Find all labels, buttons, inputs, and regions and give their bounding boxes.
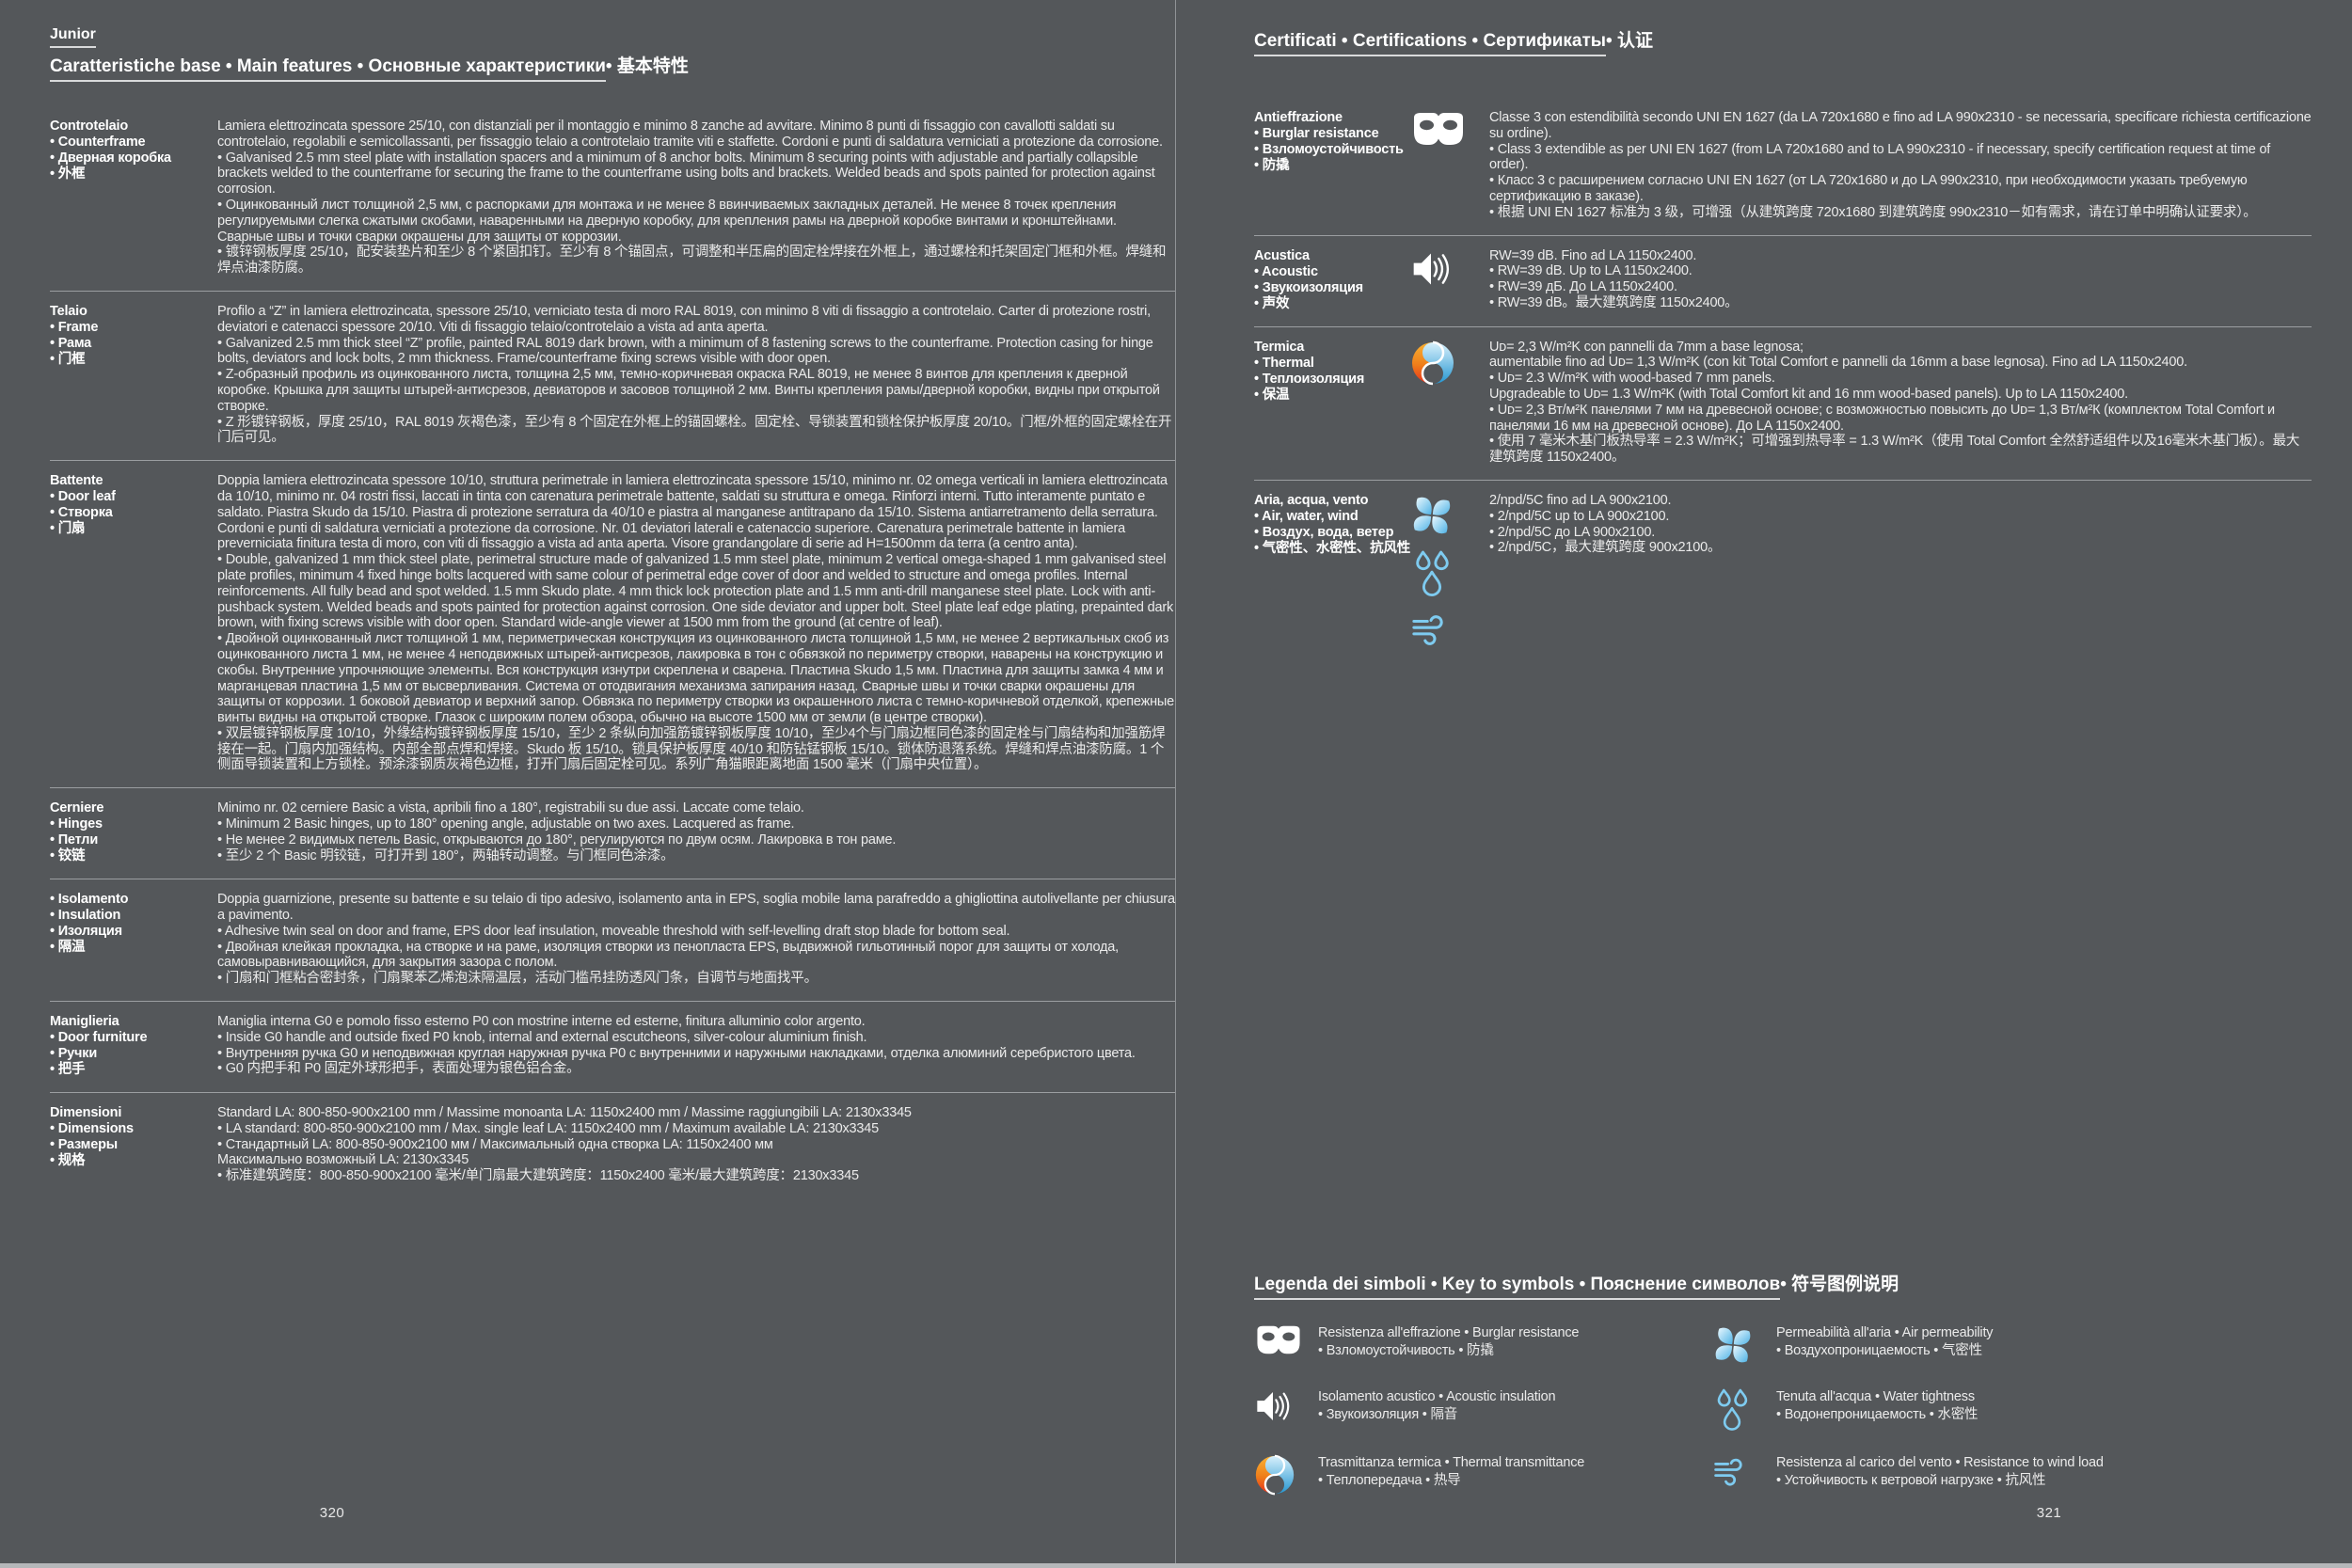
row-icon-column xyxy=(1410,493,1489,652)
table-row-door-leaf: Battente • Door leaf • Створка • 门扇 Dopp… xyxy=(50,461,1175,789)
table-row-thermal: Termica • Thermal • Теплоизоляция • 保温 U… xyxy=(1254,327,2312,481)
row-label: Telaio • Frame • Рама • 门框 xyxy=(50,303,99,367)
features-table: Controtelaio • Counterframe • Дверная ко… xyxy=(50,106,1175,1198)
page-spine-divider xyxy=(1175,0,1176,1563)
page-title: Certificati • Certifications • Сертифика… xyxy=(1254,26,2312,56)
table-row-burglar-resistance: Antieffrazione • Burglar resistance • Вз… xyxy=(1254,98,2312,236)
row-icon-column xyxy=(1410,110,1489,221)
row-label: Controtelaio • Counterframe • Дверная ко… xyxy=(50,119,171,182)
table-row-dimensions: Dimensioni • Dimensions • Размеры • 规格 S… xyxy=(50,1093,1175,1198)
row-label: Aria, acqua, vento • Air, water, wind • … xyxy=(1254,492,1411,556)
row-body: Doppia lamiera elettrozincata spessore 1… xyxy=(217,473,1174,773)
certifications-table: Antieffrazione • Burglar resistance • Вз… xyxy=(1254,98,2312,666)
left-page: Junior Caratteristiche base • Main featu… xyxy=(50,26,1175,1521)
table-row-frame: Telaio • Frame • Рама • 门框 Profilo a “Z”… xyxy=(50,292,1175,462)
water-drops-icon xyxy=(1712,1388,1761,1432)
row-body: Doppia guarnizione, presente su battente… xyxy=(217,892,1175,987)
table-row-air-water-wind: Aria, acqua, vento • Air, water, wind • … xyxy=(1254,481,2312,666)
legend-item-water: Tenuta all'acqua • Water tightness • Вод… xyxy=(1712,1388,2312,1432)
row-label: Acustica • Acoustic • Звукоизоляция • 声效 xyxy=(1254,247,1363,311)
row-icon-column xyxy=(1410,248,1489,312)
legend-label: Isolamento acustico • Acoustic insulatio… xyxy=(1318,1389,1556,1422)
fan-icon xyxy=(1410,494,1454,537)
table-row-counterframe: Controtelaio • Counterframe • Дверная ко… xyxy=(50,106,1175,292)
legend-item-wind: Resistenza al carico del vento • Resista… xyxy=(1712,1454,2312,1496)
row-body: Uᴅ= 2,3 W/m²K con pannelli da 7mm a base… xyxy=(1489,339,2300,466)
bottom-edge-bar xyxy=(0,1563,2352,1568)
legend-item-thermal: Trasmittanza termica • Thermal transmitt… xyxy=(1254,1454,1712,1496)
legend-grid: Resistenza all'effrazione • Burglar resi… xyxy=(1254,1324,2312,1496)
row-body: 2/npd/5C fino ad LA 900x2100. • 2/npd/5C… xyxy=(1489,492,1722,556)
row-body: RW=39 dB. Fino ad LA 1150x2400. • RW=39 … xyxy=(1489,247,1739,310)
legend-label: Trasmittanza termica • Thermal transmitt… xyxy=(1318,1455,1585,1488)
row-label: Maniglieria • Door furniture • Ручки • 把… xyxy=(50,1014,148,1078)
legend-item-air: Permeabilità all'aria • Air permeability… xyxy=(1712,1324,2312,1366)
thermal-icon xyxy=(1410,341,1489,386)
water-drops-icon xyxy=(1410,550,1454,597)
row-label: Cerniere • Hinges • Петли • 铰链 xyxy=(50,800,104,864)
wind-icon xyxy=(1410,610,1454,652)
legend-label: Permeabilità all'aria • Air permeability… xyxy=(1776,1325,1994,1358)
table-row-insulation: • Isolamento • Insulation • Изоляция • 隔… xyxy=(50,879,1175,1003)
right-page: Certificati • Certifications • Сертифика… xyxy=(1254,26,2312,1521)
speaker-icon xyxy=(1410,249,1489,289)
legend-title: Legenda dei simboli • Key to symbols • П… xyxy=(1254,1270,2312,1300)
row-body: Standard LA: 800-850-900x2100 mm / Massi… xyxy=(217,1105,912,1184)
fan-icon xyxy=(1712,1324,1761,1366)
page-number-left: 320 xyxy=(319,1505,345,1521)
table-row-hinges: Cerniere • Hinges • Петли • 铰链 Minimo nr… xyxy=(50,788,1175,880)
legend-label: Resistenza al carico del vento • Resista… xyxy=(1776,1455,2104,1488)
page-number-right: 321 xyxy=(2036,1505,2062,1521)
row-body: Maniglia interna G0 e pomolo fisso ester… xyxy=(217,1014,1136,1077)
row-icon-column xyxy=(1410,340,1489,466)
table-row-door-furniture: Maniglieria • Door furniture • Ручки • 把… xyxy=(50,1002,1175,1094)
row-label: Termica • Thermal • Теплоизоляция • 保温 xyxy=(1254,339,1365,403)
burglar-mask-icon xyxy=(1254,1324,1303,1355)
page-subtitle: Caratteristiche base • Main features • О… xyxy=(50,52,1175,82)
row-body: Classe 3 con estendibilità secondo UNI E… xyxy=(1489,110,2312,220)
row-body: Profilo a “Z” in lamiera elettrozincata,… xyxy=(217,303,1172,446)
row-label: Antieffrazione • Burglar resistance • Вз… xyxy=(1254,110,1404,173)
row-label: • Isolamento • Insulation • Изоляция • 隔… xyxy=(50,892,129,956)
row-body: Lamiera elettrozincata spessore 25/10, c… xyxy=(217,119,1167,277)
page-title: Junior xyxy=(50,26,1175,48)
legend-label: Resistenza all'effrazione • Burglar resi… xyxy=(1318,1325,1580,1358)
speaker-icon xyxy=(1254,1388,1303,1424)
symbols-legend: Legenda dei simboli • Key to symbols • П… xyxy=(1254,1270,2312,1496)
wind-icon xyxy=(1712,1454,1761,1492)
row-label: Dimensioni • Dimensions • Размеры • 规格 xyxy=(50,1105,134,1169)
row-body: Minimo nr. 02 cerniere Basic a vista, ap… xyxy=(217,800,897,863)
row-label: Battente • Door leaf • Створка • 门扇 xyxy=(50,473,116,537)
legend-item-burglar: Resistenza all'effrazione • Burglar resi… xyxy=(1254,1324,1712,1366)
legend-item-acoustic: Isolamento acustico • Acoustic insulatio… xyxy=(1254,1388,1712,1432)
burglar-mask-icon xyxy=(1410,111,1489,147)
thermal-icon xyxy=(1254,1454,1303,1496)
table-row-acoustic: Acustica • Acoustic • Звукоизоляция • 声效… xyxy=(1254,236,2312,327)
legend-label: Tenuta all'acqua • Water tightness • Вод… xyxy=(1776,1389,1979,1422)
